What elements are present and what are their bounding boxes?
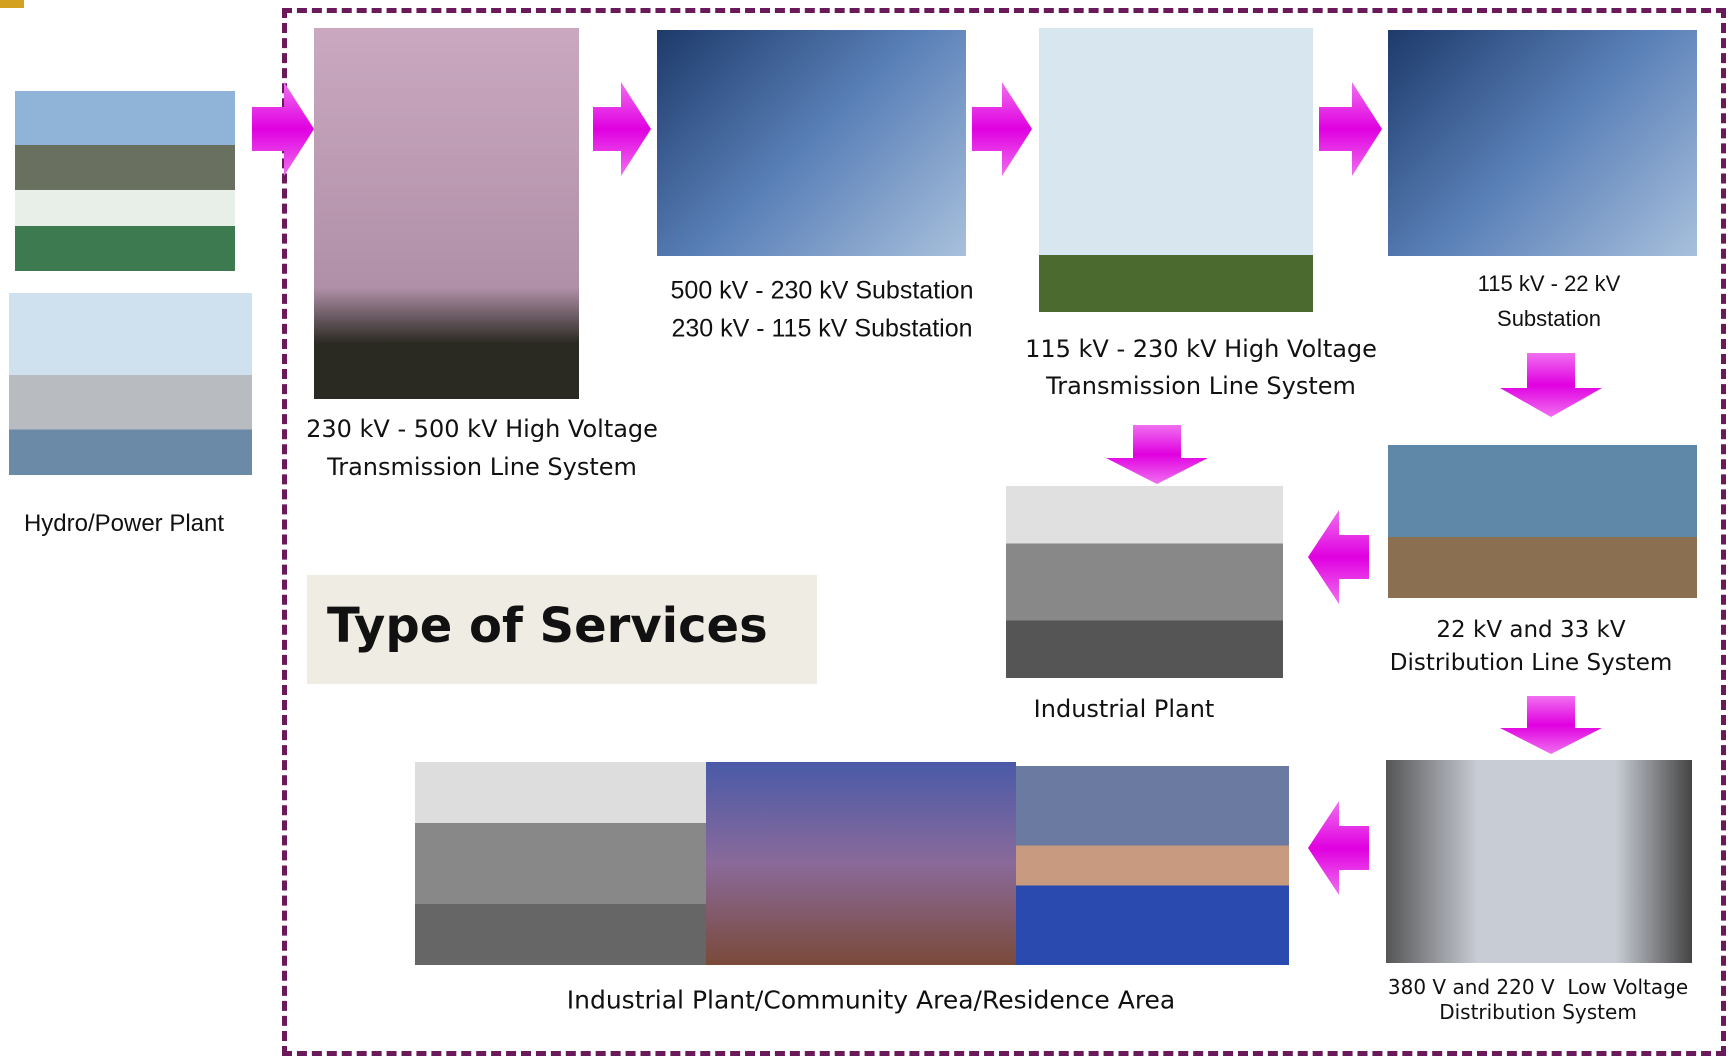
node-label: Distribution Line System [1389,650,1673,676]
substation-image [657,30,966,256]
node-label: Hydro/Power Plant [23,510,225,537]
node-label: 500 kV - 230 kV Substation [670,276,974,305]
tower-image [314,28,579,399]
substation2-image [1388,30,1697,256]
city-image [706,762,1016,965]
node-label: Transmission Line System [327,453,637,481]
low-voltage-image [1386,760,1692,963]
node-label: Substation [1497,306,1601,331]
arrow [1308,510,1369,604]
arrow [1319,82,1382,176]
node-label: 22 kV and 33 kV [1436,617,1626,643]
frame [282,8,1726,1056]
arrow [1308,801,1369,895]
arrow [1500,696,1602,754]
hydro-image [15,91,235,271]
arrow [972,82,1032,176]
node-label: Industrial Plant [1033,695,1215,723]
poles-image [1039,28,1313,312]
node-label: Distribution System [1439,1000,1637,1024]
residence-image [1016,766,1289,965]
node-label: 380 V and 220 V Low Voltage [1387,975,1689,999]
node-label: 230 kV - 500 kV High Voltage [306,415,658,443]
power-plant-image [9,293,252,475]
node-label: Transmission Line System [1046,372,1356,400]
industrial-area-image [415,762,706,965]
corner-mark [0,0,24,8]
industrial-image [1006,486,1283,678]
arrow [593,82,651,176]
title: Type of Services [327,598,768,654]
arrow [1106,425,1208,484]
node-label: 230 kV - 115 kV Substation [671,314,973,343]
node-label: 115 kV - 230 kV High Voltage [1025,335,1377,363]
title-box [307,575,817,684]
node-label: 115 kV - 22 kV [1477,271,1621,296]
arrow [252,82,314,176]
distribution-image [1388,445,1697,598]
arrow [1500,353,1602,417]
node-label: Industrial Plant/Community Area/Residenc… [566,985,1176,1015]
